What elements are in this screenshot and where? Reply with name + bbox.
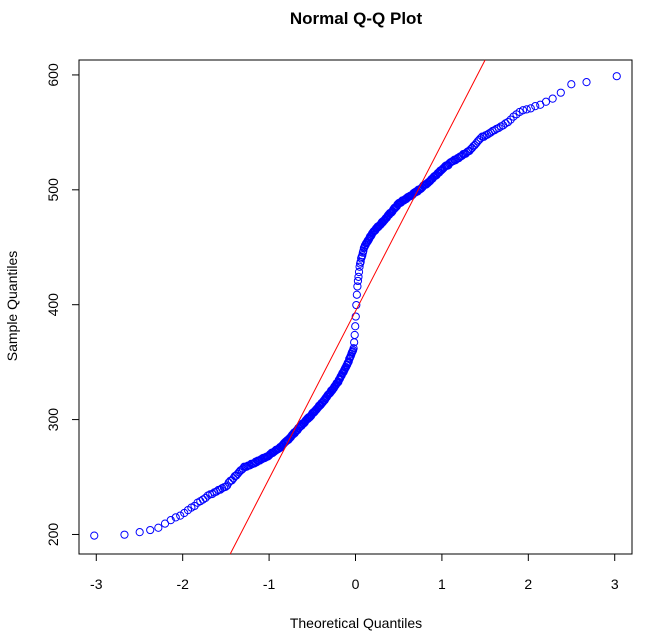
- data-points: [90, 72, 621, 540]
- qq-point: [171, 513, 180, 522]
- qq-point: [518, 106, 528, 115]
- qq-point: [506, 115, 515, 124]
- x-tick-label: 1: [438, 576, 446, 592]
- x-tick-label: -3: [90, 576, 103, 592]
- y-tick-label: 600: [45, 63, 61, 87]
- qq-point: [522, 105, 531, 114]
- x-axis: -3 -2 -1 0 1 2 3: [90, 553, 619, 592]
- y-tick-label: 200: [45, 523, 61, 547]
- reference-line: [229, 59, 486, 555]
- qq-point: [154, 523, 163, 532]
- qq-point: [198, 495, 208, 504]
- y-axis: 200 300 400 500 600: [45, 63, 80, 547]
- x-tick-label: -1: [263, 576, 276, 592]
- qq-point: [582, 78, 591, 87]
- qq-point: [351, 322, 360, 331]
- qq-point: [120, 530, 129, 539]
- qq-point: [355, 262, 364, 271]
- qq-point: [90, 531, 99, 540]
- qq-point: [354, 272, 363, 281]
- chart-title: Normal Q-Q Plot: [290, 9, 423, 28]
- x-tick-label: 2: [524, 576, 532, 592]
- qq-point: [353, 276, 363, 286]
- qq-point: [469, 142, 478, 151]
- x-tick-label: -2: [176, 576, 189, 592]
- qq-point: [229, 474, 238, 483]
- qq-point: [359, 246, 368, 255]
- qq-point: [465, 146, 474, 156]
- qq-point: [135, 528, 144, 537]
- qq-point: [352, 290, 361, 299]
- qq-point: [541, 97, 551, 106]
- y-tick-label: 400: [45, 293, 61, 317]
- y-tick-label: 300: [45, 408, 61, 432]
- qq-point: [353, 282, 362, 291]
- qq-point: [494, 123, 503, 133]
- qq-point: [176, 511, 185, 520]
- qq-point: [227, 476, 236, 485]
- qq-point: [556, 88, 565, 97]
- qq-point: [354, 267, 364, 277]
- qq-point: [349, 344, 358, 353]
- x-axis-label: Theoretical Quantiles: [290, 615, 422, 631]
- y-axis-label: Sample Quantiles: [4, 251, 20, 362]
- y-tick-label: 500: [45, 178, 61, 202]
- qq-point: [350, 330, 359, 340]
- qq-point: [490, 126, 499, 135]
- qq-point: [526, 104, 535, 113]
- qq-point: [467, 143, 477, 153]
- qq-point: [503, 117, 513, 127]
- x-tick-label: 3: [611, 576, 619, 592]
- qq-point: [531, 102, 540, 111]
- qq-point: [208, 489, 217, 499]
- x-tick-label: 0: [352, 576, 360, 592]
- plot-frame: [78, 59, 633, 555]
- qq-point: [166, 516, 175, 525]
- qq-point: [548, 94, 557, 103]
- qq-point: [146, 525, 155, 535]
- qq-point: [567, 80, 576, 89]
- qq-point: [612, 72, 621, 81]
